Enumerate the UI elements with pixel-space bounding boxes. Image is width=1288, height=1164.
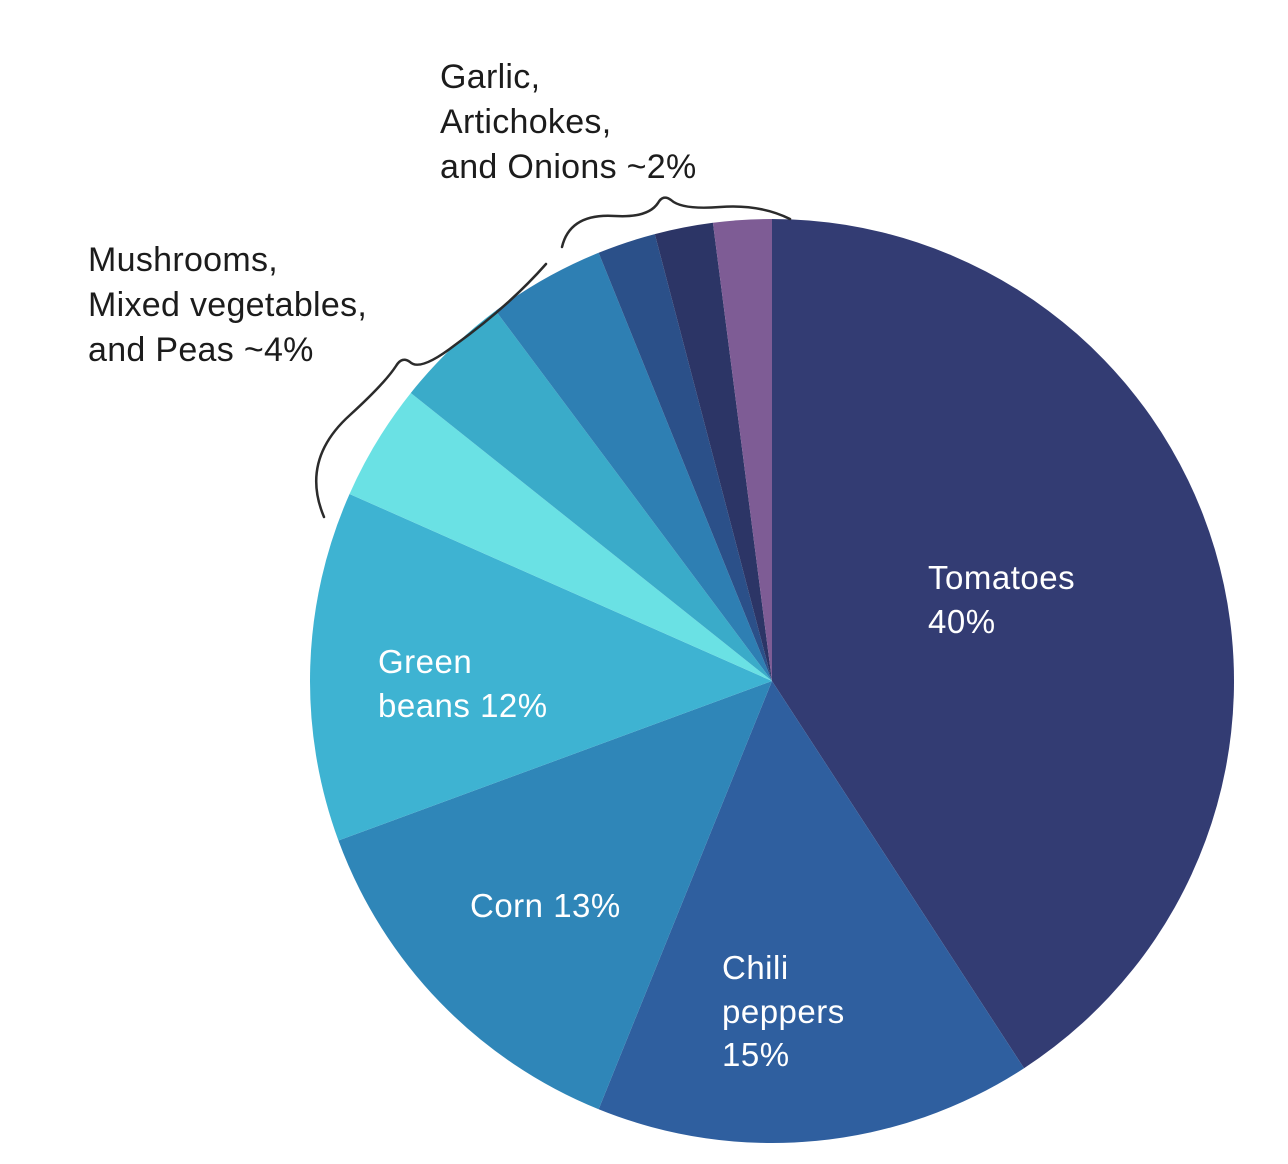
annotation-line: Garlic, xyxy=(440,58,541,96)
brace-group xyxy=(314,196,792,519)
pie-slice-mixed-vegetables xyxy=(410,310,772,681)
annotation-garlic-artichokes-onions: Garlic, Artichokes, and Onions ~2% xyxy=(440,55,697,190)
annotation-line: and Onions ~2% xyxy=(440,147,697,186)
slice-label-corn: Corn 13% xyxy=(470,884,621,928)
pie-slice-green-beans xyxy=(310,493,772,841)
annotation-line: Mushrooms, xyxy=(88,241,279,279)
slice-label-line: 15% xyxy=(722,1036,790,1074)
slice-label-line: beans 12% xyxy=(378,686,548,724)
annotation-mushrooms-mixedveg-peas: Mushrooms, Mixed vegetables, and Peas ~4… xyxy=(88,238,367,373)
pie-slice-tomatoes xyxy=(772,218,1235,1069)
pie-slice-onions xyxy=(598,234,772,682)
slice-label-line: Tomatoes xyxy=(928,559,1076,596)
slice-label-line: 40% xyxy=(928,602,996,640)
slice-label-green-beans: Green beans 12% xyxy=(378,640,548,727)
pie-slice-garlic xyxy=(712,219,772,681)
pie-slice-peas xyxy=(349,392,772,681)
brace-garlic-group xyxy=(560,196,792,249)
pie-slice-corn xyxy=(338,681,772,1110)
slice-label-line: Chili xyxy=(722,949,789,986)
brace-mushroom-group xyxy=(314,262,548,519)
slice-label-tomatoes: Tomatoes 40% xyxy=(928,556,1075,643)
pie-slice-chili-peppers xyxy=(598,681,1025,1144)
slice-label-line: Green xyxy=(378,643,473,680)
annotation-line: Mixed vegetables, xyxy=(88,285,368,324)
slice-label-line: Corn 13% xyxy=(470,887,621,924)
pie-slice-mushrooms xyxy=(495,252,772,681)
pie-slice-artichokes xyxy=(654,222,772,682)
annotation-line: and Peas ~4% xyxy=(88,330,314,369)
annotation-line: Artichokes, xyxy=(440,102,612,141)
slice-label-line: peppers xyxy=(722,992,845,1030)
slice-label-chili-peppers: Chili peppers 15% xyxy=(722,946,845,1077)
